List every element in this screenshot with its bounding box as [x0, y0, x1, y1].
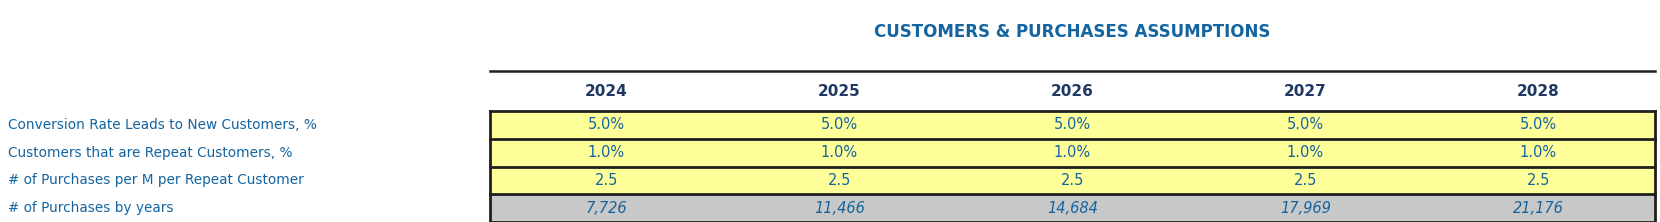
- Bar: [490, 139, 1655, 166]
- Text: 2.5: 2.5: [594, 173, 618, 188]
- Text: 17,969: 17,969: [1280, 201, 1331, 216]
- Text: 2.5: 2.5: [828, 173, 852, 188]
- Bar: [490, 111, 1655, 139]
- Text: 2.5: 2.5: [1293, 173, 1316, 188]
- Text: 2025: 2025: [818, 83, 860, 99]
- Text: 1.0%: 1.0%: [588, 145, 624, 160]
- Text: 1.0%: 1.0%: [1286, 145, 1325, 160]
- Text: 5.0%: 5.0%: [588, 117, 624, 132]
- Text: 5.0%: 5.0%: [820, 117, 858, 132]
- Text: 2.5: 2.5: [1527, 173, 1550, 188]
- Text: # of Purchases by years: # of Purchases by years: [8, 201, 174, 215]
- Text: 2027: 2027: [1285, 83, 1326, 99]
- Text: 2026: 2026: [1051, 83, 1094, 99]
- Text: 2024: 2024: [584, 83, 627, 99]
- Text: 5.0%: 5.0%: [1521, 117, 1557, 132]
- Text: 21,176: 21,176: [1512, 201, 1564, 216]
- Text: Customers that are Repeat Customers, %: Customers that are Repeat Customers, %: [8, 146, 292, 160]
- Text: 5.0%: 5.0%: [1054, 117, 1091, 132]
- Text: 2.5: 2.5: [1061, 173, 1084, 188]
- Bar: [490, 194, 1655, 222]
- Text: 1.0%: 1.0%: [820, 145, 858, 160]
- Text: 1.0%: 1.0%: [1521, 145, 1557, 160]
- Text: # of Purchases per M per Repeat Customer: # of Purchases per M per Repeat Customer: [8, 173, 304, 187]
- Text: 7,726: 7,726: [586, 201, 627, 216]
- Text: 2028: 2028: [1517, 83, 1560, 99]
- Text: 5.0%: 5.0%: [1286, 117, 1325, 132]
- Text: 1.0%: 1.0%: [1054, 145, 1091, 160]
- Text: 11,466: 11,466: [813, 201, 865, 216]
- Text: Conversion Rate Leads to New Customers, %: Conversion Rate Leads to New Customers, …: [8, 118, 317, 132]
- Bar: [490, 166, 1655, 194]
- Text: 14,684: 14,684: [1047, 201, 1097, 216]
- Text: CUSTOMERS & PURCHASES ASSUMPTIONS: CUSTOMERS & PURCHASES ASSUMPTIONS: [875, 23, 1270, 41]
